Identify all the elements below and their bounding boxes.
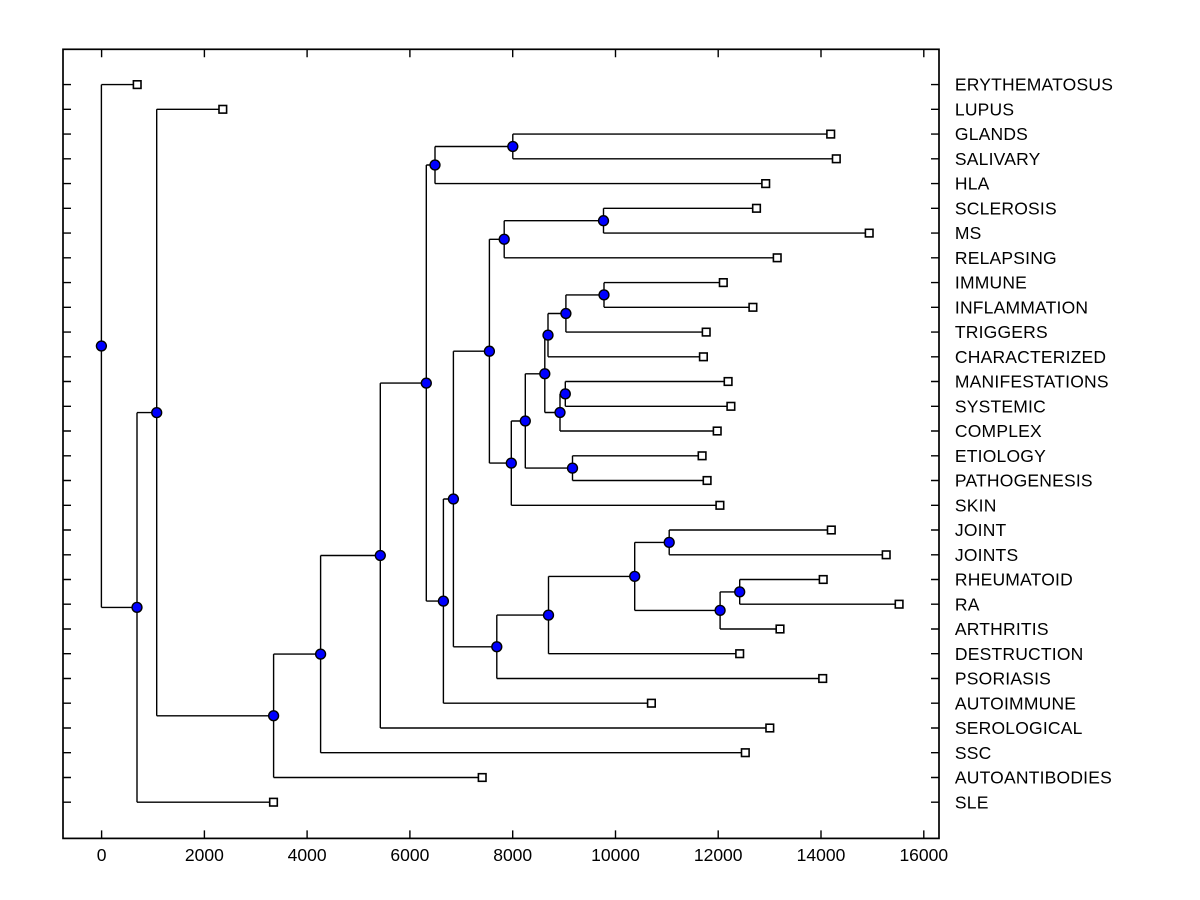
svg-text:14000: 14000: [797, 845, 846, 865]
svg-text:MS: MS: [955, 223, 982, 243]
svg-text:PSORIASIS: PSORIASIS: [955, 669, 1051, 689]
svg-text:6000: 6000: [390, 845, 429, 865]
svg-text:ERYTHEMATOSUS: ERYTHEMATOSUS: [955, 75, 1113, 95]
svg-text:4000: 4000: [288, 845, 327, 865]
svg-text:LUPUS: LUPUS: [955, 99, 1014, 119]
svg-text:10000: 10000: [591, 845, 640, 865]
svg-text:JOINT: JOINT: [955, 520, 1007, 540]
svg-text:SKIN: SKIN: [955, 495, 997, 515]
svg-text:RHEUMATOID: RHEUMATOID: [955, 570, 1073, 590]
svg-text:HLA: HLA: [955, 174, 990, 194]
svg-text:ARTHRITIS: ARTHRITIS: [955, 619, 1049, 639]
svg-text:SCLEROSIS: SCLEROSIS: [955, 198, 1057, 218]
svg-text:SSC: SSC: [955, 743, 992, 763]
svg-text:RELAPSING: RELAPSING: [955, 248, 1057, 268]
svg-text:INFLAMMATION: INFLAMMATION: [955, 297, 1088, 317]
svg-text:PATHOGENESIS: PATHOGENESIS: [955, 471, 1093, 491]
svg-text:12000: 12000: [694, 845, 743, 865]
svg-text:AUTOANTIBODIES: AUTOANTIBODIES: [955, 768, 1112, 788]
svg-text:ETIOLOGY: ETIOLOGY: [955, 446, 1046, 466]
svg-text:SLE: SLE: [955, 792, 989, 812]
svg-text:0: 0: [97, 845, 107, 865]
svg-text:DESTRUCTION: DESTRUCTION: [955, 644, 1084, 664]
svg-text:AUTOIMMUNE: AUTOIMMUNE: [955, 693, 1076, 713]
svg-text:GLANDS: GLANDS: [955, 124, 1028, 144]
svg-text:CHARACTERIZED: CHARACTERIZED: [955, 347, 1106, 367]
svg-text:JOINTS: JOINTS: [955, 545, 1018, 565]
svg-text:MANIFESTATIONS: MANIFESTATIONS: [955, 372, 1109, 392]
svg-text:TRIGGERS: TRIGGERS: [955, 322, 1048, 342]
svg-text:16000: 16000: [899, 845, 948, 865]
svg-text:SALIVARY: SALIVARY: [955, 149, 1041, 169]
svg-text:2000: 2000: [185, 845, 224, 865]
svg-text:SEROLOGICAL: SEROLOGICAL: [955, 718, 1083, 738]
svg-text:RA: RA: [955, 594, 980, 614]
svg-text:IMMUNE: IMMUNE: [955, 273, 1027, 293]
svg-text:COMPLEX: COMPLEX: [955, 421, 1042, 441]
svg-text:8000: 8000: [493, 845, 532, 865]
svg-text:SYSTEMIC: SYSTEMIC: [955, 396, 1046, 416]
